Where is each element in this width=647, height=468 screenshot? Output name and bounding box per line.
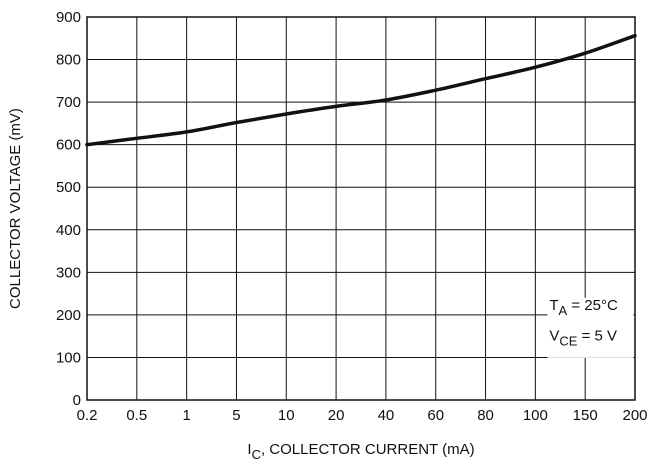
x-tick-label: 150 [573,407,598,424]
x-tick-label: 80 [477,407,494,424]
x-tick-label: 0.5 [126,407,147,424]
x-tick-label: 200 [622,407,647,424]
y-tick-labels: 0 100 200 300 400 500 600 700 800 900 [56,9,81,409]
annotation-temperature: TA = 25°C [549,297,618,318]
x-tick-label: 5 [232,407,240,424]
x-tick-label: 20 [328,407,345,424]
x-tick-label: 0.2 [77,407,98,424]
annotation-temperature-symbol: T [549,297,558,314]
annotation-vce: VCE = 5 V [549,327,617,348]
x-axis-label: IC, COLLECTOR CURRENT (mA) [247,441,474,462]
annotation-vce-subscript: CE [559,333,577,348]
x-axis-label-symbol: I [247,441,251,458]
x-tick-label: 10 [278,407,295,424]
conditions-annotation: TA = 25°C VCE = 5 V [547,297,634,358]
y-tick-label: 0 [73,392,81,409]
y-tick-label: 900 [56,9,81,26]
y-tick-label: 700 [56,94,81,111]
x-axis-label-subscript: C [252,447,261,462]
annotation-temperature-value: = 25°C [567,297,618,314]
y-tick-label: 300 [56,264,81,281]
y-tick-label: 600 [56,137,81,154]
x-tick-label: 60 [427,407,444,424]
plot-frame [86,16,636,401]
series-group [85,33,637,147]
annotation-temperature-subscript: A [559,303,568,318]
y-tick-label: 100 [56,349,81,366]
series-line [85,33,637,147]
x-tick-label: 100 [523,407,548,424]
annotation-vce-value: = 5 V [577,327,617,344]
annotation-vce-symbol: V [549,327,559,344]
y-tick-label: 800 [56,52,81,69]
x-tick-label: 40 [378,407,395,424]
y-tick-label: 400 [56,222,81,239]
y-axis-label: COLLECTOR VOLTAGE (mV) [7,108,24,309]
y-tick-label: 200 [56,307,81,324]
y-tick-label: 500 [56,179,81,196]
x-tick-label: 1 [182,407,190,424]
x-axis-label-text: , COLLECTOR CURRENT (mA) [261,441,475,458]
x-tick-labels: 0.2 0.5 1 5 10 20 40 60 80 100 150 200 [77,407,647,424]
annotation-background [547,297,634,358]
